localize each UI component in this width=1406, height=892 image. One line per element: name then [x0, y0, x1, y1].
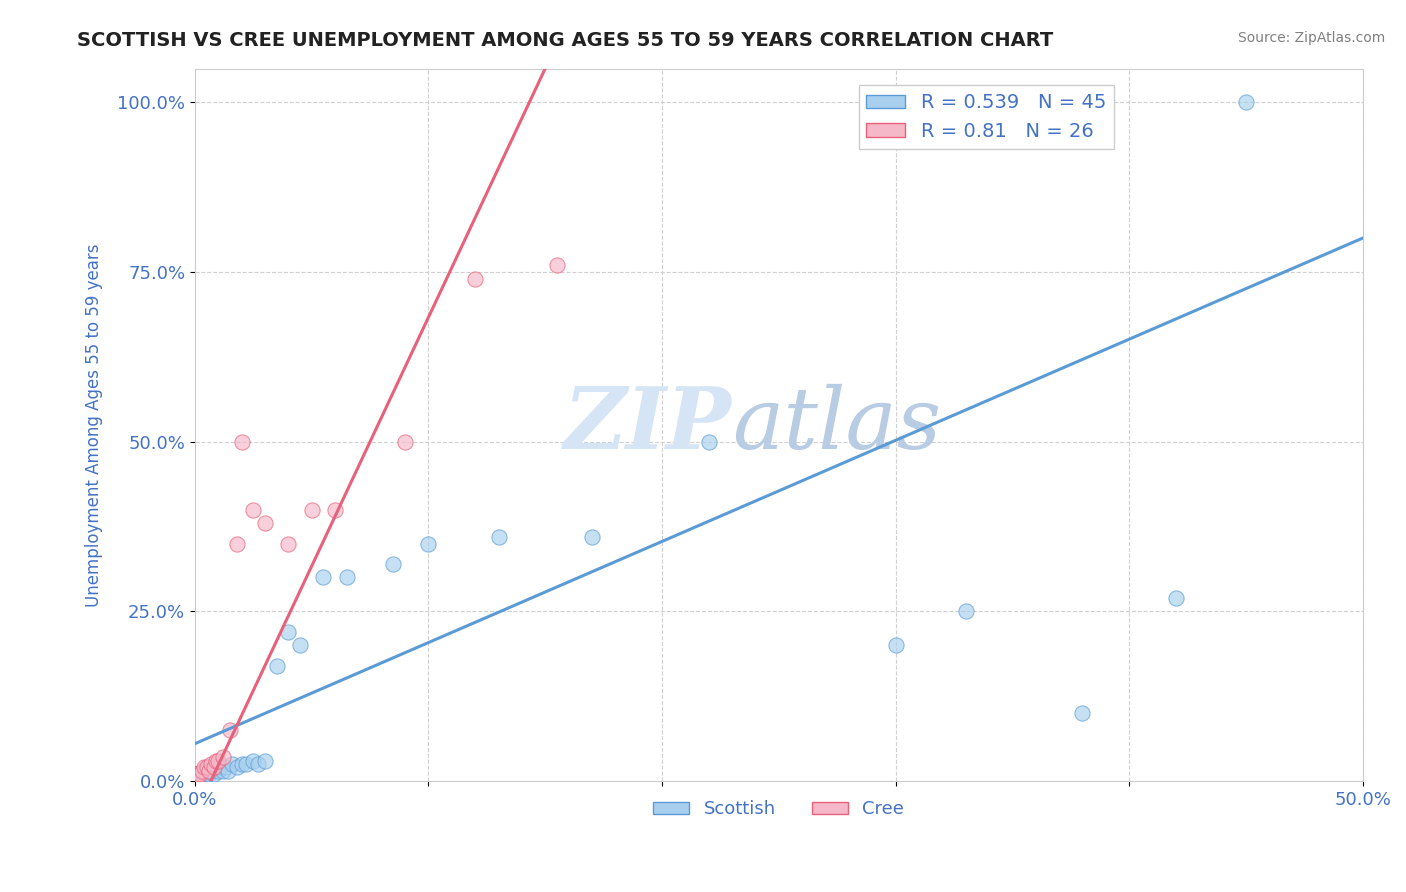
Point	[205, 760, 228, 774]
Point	[207, 764, 229, 778]
Point	[581, 530, 603, 544]
Point	[205, 754, 228, 768]
Point	[242, 754, 264, 768]
Point	[198, 767, 221, 781]
Point	[186, 774, 208, 789]
Point	[193, 760, 215, 774]
Point	[186, 767, 208, 781]
Point	[253, 516, 276, 530]
Text: atlas: atlas	[733, 384, 941, 467]
Text: Source: ZipAtlas.com: Source: ZipAtlas.com	[1237, 31, 1385, 45]
Point	[231, 757, 253, 772]
Point	[186, 771, 208, 785]
Point	[212, 764, 235, 778]
Point	[188, 767, 211, 781]
Point	[202, 760, 225, 774]
Point	[195, 760, 218, 774]
Point	[191, 767, 214, 781]
Point	[288, 638, 311, 652]
Point	[219, 723, 242, 738]
Point	[198, 764, 221, 778]
Point	[246, 757, 269, 772]
Point	[464, 272, 486, 286]
Point	[488, 530, 510, 544]
Point	[184, 774, 207, 789]
Y-axis label: Unemployment Among Ages 55 to 59 years: Unemployment Among Ages 55 to 59 years	[86, 243, 103, 607]
Point	[1164, 591, 1187, 605]
Point	[184, 771, 207, 785]
Point	[184, 774, 207, 789]
Point	[184, 767, 207, 781]
Point	[188, 767, 211, 781]
Point	[266, 658, 288, 673]
Point	[202, 767, 225, 781]
Point	[226, 760, 249, 774]
Point	[312, 570, 335, 584]
Point	[184, 767, 207, 781]
Point	[277, 624, 299, 639]
Point	[253, 754, 276, 768]
Point	[301, 502, 323, 516]
Point	[221, 757, 243, 772]
Point	[209, 760, 232, 774]
Point	[955, 604, 977, 618]
Point	[200, 764, 222, 778]
Point	[195, 767, 218, 781]
Point	[394, 434, 416, 449]
Point	[212, 750, 235, 764]
Text: SCOTTISH VS CREE UNEMPLOYMENT AMONG AGES 55 TO 59 YEARS CORRELATION CHART: SCOTTISH VS CREE UNEMPLOYMENT AMONG AGES…	[77, 31, 1053, 50]
Point	[184, 771, 207, 785]
Point	[186, 767, 208, 781]
Legend: Scottish, Cree: Scottish, Cree	[645, 793, 911, 825]
Point	[207, 754, 229, 768]
Point	[697, 434, 720, 449]
Point	[884, 638, 907, 652]
Point	[191, 764, 214, 778]
Point	[336, 570, 359, 584]
Point	[546, 258, 568, 272]
Point	[217, 764, 239, 778]
Point	[418, 536, 440, 550]
Point	[1234, 95, 1257, 110]
Point	[195, 760, 218, 774]
Point	[200, 757, 222, 772]
Point	[188, 771, 211, 785]
Point	[323, 502, 346, 516]
Point	[186, 771, 208, 785]
Point	[242, 502, 264, 516]
Point	[193, 771, 215, 785]
Point	[235, 757, 257, 772]
Point	[1071, 706, 1094, 720]
Point	[382, 557, 405, 571]
Point	[226, 536, 249, 550]
Point	[193, 764, 215, 778]
Point	[277, 536, 299, 550]
Text: ZIP: ZIP	[564, 383, 733, 467]
Point	[214, 760, 236, 774]
Point	[191, 771, 214, 785]
Point	[231, 434, 253, 449]
